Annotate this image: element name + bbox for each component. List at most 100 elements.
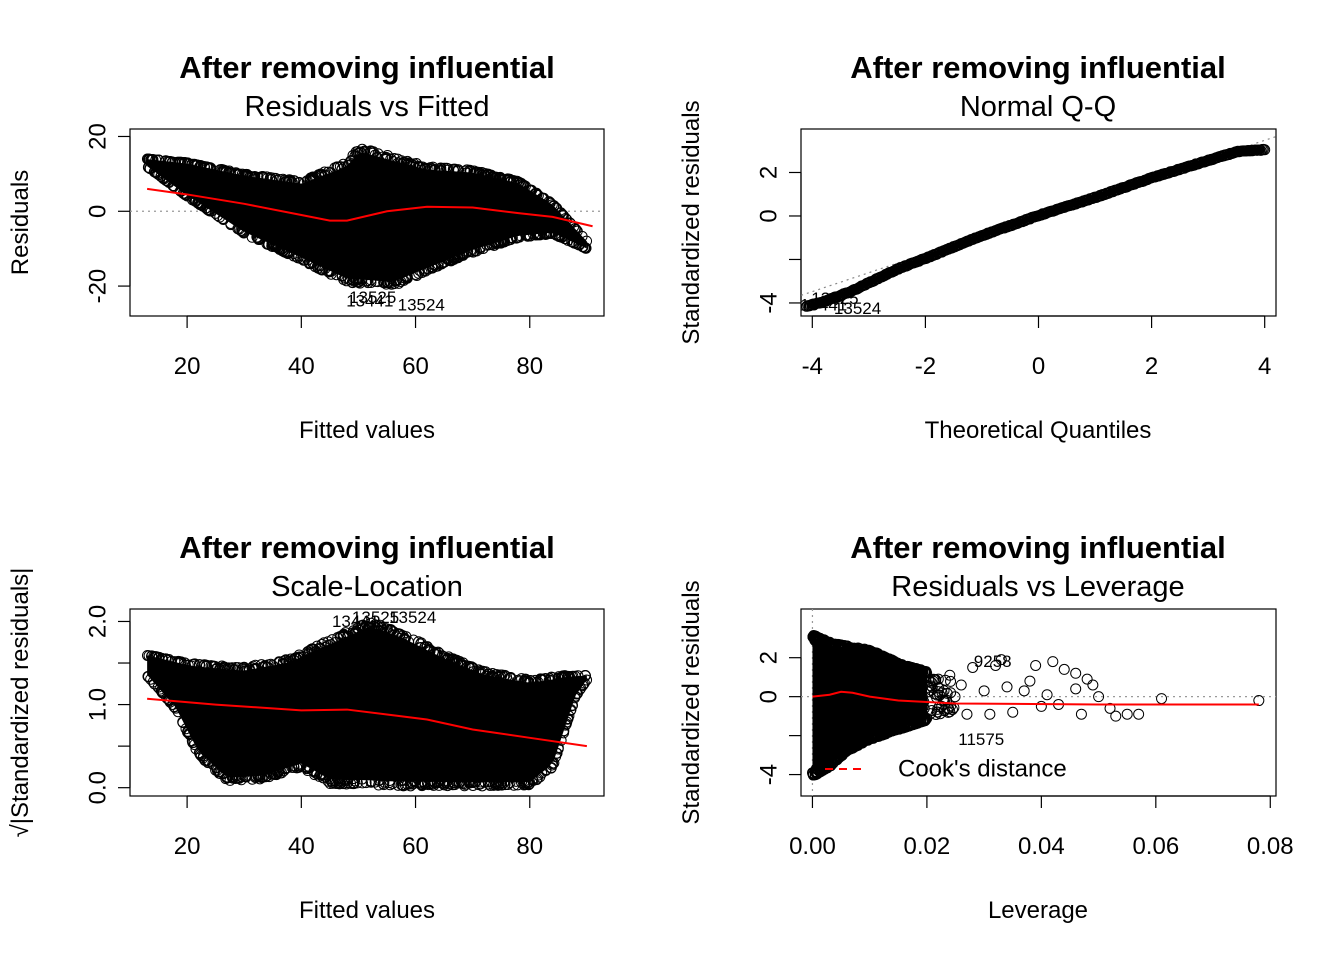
data-point (312, 169, 324, 181)
data-point (452, 165, 464, 177)
data-point (571, 688, 583, 700)
data-point (843, 709, 855, 721)
data-point (359, 145, 371, 157)
data-point (905, 693, 917, 705)
data-point (341, 777, 353, 789)
data-point (479, 169, 491, 181)
data-point (433, 163, 445, 175)
data-point (883, 713, 895, 725)
data-point (425, 778, 437, 790)
data-point (188, 658, 200, 670)
data-point (220, 166, 232, 178)
data-point (286, 761, 298, 773)
data-point (448, 165, 460, 177)
y-axis-label: √|Standardized residuals| (7, 568, 34, 838)
data-point (193, 747, 205, 759)
data-point (821, 762, 833, 774)
data-point (153, 651, 165, 663)
data-point (871, 684, 883, 696)
data-point (441, 775, 453, 787)
data-point (167, 698, 179, 710)
data-point (142, 153, 154, 165)
data-point (332, 632, 344, 644)
data-point (577, 680, 589, 692)
data-point (922, 682, 934, 694)
data-point (232, 772, 244, 784)
smooth-line (812, 690, 1259, 706)
data-point (839, 640, 851, 652)
data-point (890, 724, 902, 736)
data-point (347, 274, 359, 286)
data-point (1087, 679, 1099, 691)
point-label: 13524 (398, 295, 445, 314)
data-point (1041, 689, 1053, 701)
data-point (160, 174, 172, 186)
data-point (145, 673, 157, 685)
data-point (808, 632, 820, 644)
data-point (891, 674, 903, 686)
point-label: 13525 (811, 289, 858, 308)
data-point (464, 164, 476, 176)
data-point (902, 709, 914, 721)
data-point (876, 729, 888, 741)
data-point (439, 778, 451, 790)
data-point (565, 705, 577, 717)
data-point (579, 670, 591, 682)
data-point (347, 773, 359, 785)
data-point (240, 771, 252, 783)
data-point (217, 213, 229, 225)
data-point (825, 760, 837, 772)
x-tick-label: -2 (915, 353, 936, 380)
data-point (154, 683, 166, 695)
data-point (162, 155, 174, 167)
data-point (886, 702, 898, 714)
data-point (377, 778, 389, 790)
data-point (373, 774, 385, 786)
data-point (558, 671, 570, 683)
data-point (214, 211, 226, 223)
y-tick-label: 1.0 (85, 688, 112, 721)
data-point (870, 650, 882, 662)
data-point (423, 643, 435, 655)
data-point (391, 628, 403, 640)
data-point (833, 748, 845, 760)
panel-title: After removing influential (850, 530, 1225, 565)
data-point (279, 654, 291, 666)
point-label: 9258 (974, 652, 1012, 671)
smooth-line (147, 697, 588, 748)
data-point (532, 676, 544, 688)
data-point (330, 637, 342, 649)
data-point (501, 174, 513, 186)
panel-subtitle: Scale-Location (271, 571, 463, 603)
data-point (478, 776, 490, 788)
data-point (504, 777, 516, 789)
data-point (239, 663, 251, 675)
data-point (288, 175, 300, 187)
x-tick-label: 80 (516, 353, 543, 380)
data-point (570, 224, 582, 236)
data-point (175, 156, 187, 168)
data-point (288, 760, 300, 772)
data-point (550, 751, 562, 763)
data-point (318, 769, 330, 781)
data-point (280, 176, 292, 188)
y-tick-label: 0 (85, 205, 112, 218)
data-point (347, 149, 359, 161)
data-point (344, 157, 356, 169)
data-point (873, 701, 885, 713)
x-tick-label: -4 (802, 353, 823, 380)
data-point (459, 165, 471, 177)
data-point (430, 260, 442, 272)
data-point (250, 772, 262, 784)
data-point (566, 236, 578, 248)
data-point (174, 657, 186, 669)
data-point (893, 675, 905, 687)
data-point (848, 667, 860, 679)
data-point (223, 662, 235, 674)
data-point (990, 659, 1002, 671)
data-point (567, 670, 579, 682)
data-point (236, 224, 248, 236)
data-point (288, 250, 300, 262)
data-point (363, 621, 375, 633)
data-point (156, 686, 168, 698)
